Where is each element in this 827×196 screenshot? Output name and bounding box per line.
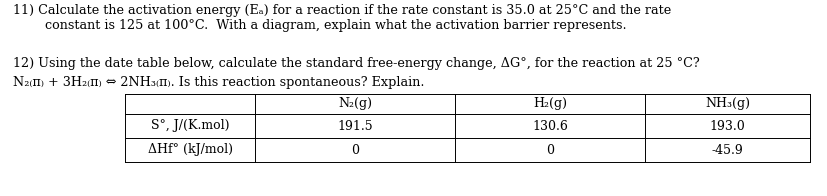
Text: ΔHf° (kJ/mol): ΔHf° (kJ/mol) xyxy=(147,143,232,156)
Text: NH₃(g): NH₃(g) xyxy=(704,97,749,111)
Text: 0: 0 xyxy=(351,143,359,156)
Text: S°, J/(K.mol): S°, J/(K.mol) xyxy=(151,120,229,132)
Text: 12) Using the date table below, calculate the standard free-energy change, ΔG°, : 12) Using the date table below, calculat… xyxy=(13,57,699,70)
Text: constant is 125 at 100°C.  With a diagram, explain what the activation barrier r: constant is 125 at 100°C. With a diagram… xyxy=(13,19,626,32)
Text: 191.5: 191.5 xyxy=(337,120,372,132)
Text: 0: 0 xyxy=(545,143,553,156)
Text: H₂(g): H₂(g) xyxy=(533,97,566,111)
Text: -45.9: -45.9 xyxy=(710,143,743,156)
Text: N₂₍ᴨ₎ + 3H₂₍ᴨ₎ ⇔ 2NH₃₍ᴨ₎. Is this reaction spontaneous? Explain.: N₂₍ᴨ₎ + 3H₂₍ᴨ₎ ⇔ 2NH₃₍ᴨ₎. Is this reacti… xyxy=(13,76,424,89)
Text: 11) Calculate the activation energy (Eₐ) for a reaction if the rate constant is : 11) Calculate the activation energy (Eₐ)… xyxy=(13,4,671,17)
Text: 193.0: 193.0 xyxy=(709,120,744,132)
Text: N₂(g): N₂(g) xyxy=(337,97,371,111)
Text: 130.6: 130.6 xyxy=(532,120,567,132)
